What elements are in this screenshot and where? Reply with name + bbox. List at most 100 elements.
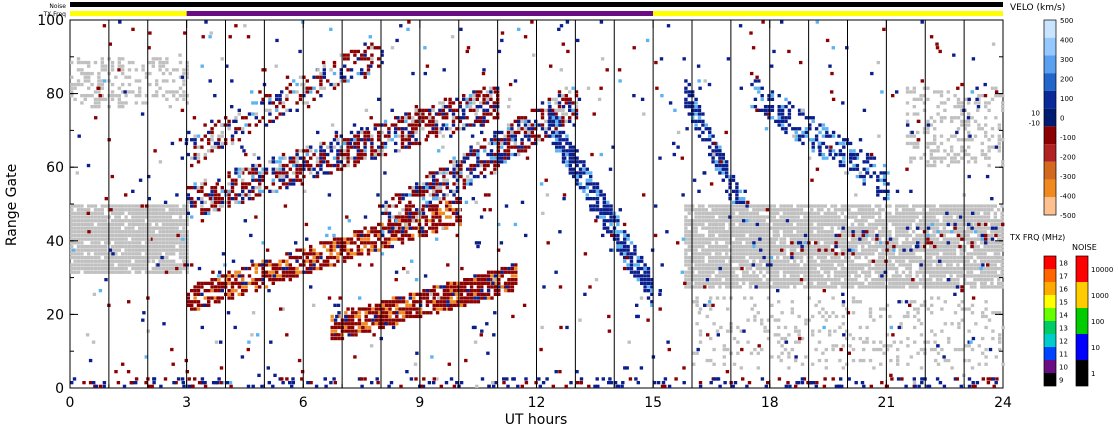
band-mid-mixed-cell	[517, 127, 521, 131]
ground-scatter-late-cell	[952, 248, 957, 252]
ground-scatter-late-cell	[759, 278, 763, 282]
ground-scatter-late-cell	[752, 252, 756, 256]
patch-red-low-cell	[344, 325, 348, 330]
patch-red-low-cell	[381, 300, 385, 304]
band-upper2-neg-cell	[366, 57, 371, 61]
ground-scatter-evening-cell	[960, 123, 964, 127]
ground-scatter-late-cell	[837, 226, 841, 230]
band-lower-neg-cell	[346, 237, 350, 241]
ground-scatter-late-cell	[762, 241, 766, 245]
band-lower-neg-cell	[383, 237, 388, 241]
ground-scatter-late-cell	[833, 204, 838, 208]
ground-scatter-late-cell	[731, 270, 736, 274]
ground-scatter-evening-cell	[990, 134, 995, 138]
patch-red-low-cell	[497, 274, 501, 278]
ground-scatter-early-cell	[117, 270, 121, 274]
ground-scatter-early-cell	[117, 241, 121, 245]
ground-scatter-late-cell	[966, 233, 970, 238]
ground-scatter-early-cell	[178, 248, 183, 252]
band-upper-neg-cell	[377, 123, 381, 127]
band-mid-mixed-cell	[472, 149, 477, 153]
ground-scatter-early-cell	[97, 255, 101, 260]
band-upper2-neg-cell	[312, 75, 316, 79]
ground-scatter-early-cell	[124, 244, 128, 249]
ground-scatter-late-cell	[691, 226, 695, 230]
band-mid-mixed-cell	[561, 97, 565, 101]
ground-scatter-top-early-cell	[100, 97, 104, 101]
ground-scatter-late-cell	[687, 285, 691, 289]
ground-scatter-early-cell	[185, 270, 189, 274]
ground-scatter-late-cell	[939, 281, 943, 285]
ground-scatter-late-low-cell	[906, 344, 910, 348]
patch-red-low-cell	[429, 289, 433, 293]
ground-scatter-top-early-cell	[148, 71, 152, 76]
ground-scatter-early-cell	[80, 255, 84, 260]
ground-scatter-early-cell	[121, 233, 125, 238]
band-lower-neg-cell	[312, 259, 316, 263]
band-mid-mixed-cell	[479, 163, 483, 168]
ground-scatter-late-cell	[755, 252, 759, 256]
ground-scatter-late-cell	[922, 270, 926, 274]
ground-scatter-late-cell	[956, 278, 960, 282]
ground-scatter-early-cell	[134, 230, 138, 234]
band-lower-neg-cell	[200, 292, 204, 296]
ground-scatter-late-cell	[949, 255, 953, 260]
patch-red-low-cell	[408, 296, 413, 300]
ground-scatter-late-cell	[687, 281, 691, 285]
ground-scatter-late-cell	[796, 263, 800, 267]
ground-scatter-late-low-cell	[712, 362, 716, 366]
ground-scatter-late-cell	[711, 230, 715, 234]
band-lower-neg-cell	[448, 215, 452, 219]
patch-red-low-cell	[497, 281, 501, 285]
ground-scatter-evening-cell	[929, 116, 933, 120]
patch-red-low-cell	[350, 325, 355, 330]
ground-scatter-early-cell	[138, 255, 142, 260]
ground-scatter-late-low-cell	[936, 362, 941, 366]
ground-scatter-late-cell	[912, 281, 916, 285]
ground-scatter-late-cell	[725, 278, 729, 282]
ground-scatter-late-low-cell	[824, 366, 828, 370]
ground-scatter-late-cell	[772, 281, 776, 285]
band-mid-mixed-cell	[510, 134, 514, 138]
ground-scatter-late-cell	[935, 241, 940, 245]
ground-scatter-late-cell	[701, 226, 705, 230]
ground-scatter-early-cell	[76, 233, 81, 238]
patch-red-low-cell	[435, 292, 440, 296]
ground-scatter-late-cell	[871, 278, 875, 282]
ground-scatter-early-cell	[110, 266, 115, 271]
band-upper2-neg-cell	[196, 156, 201, 160]
patch-red-low-cell	[476, 278, 481, 282]
ground-scatter-top-early-cell	[90, 105, 94, 109]
band-upper2-neg-cell	[244, 123, 248, 127]
band-lower-neg-cell	[312, 266, 316, 271]
ground-scatter-early-cell	[87, 248, 91, 252]
ground-scatter-top-early-cell	[161, 60, 166, 65]
band-upper-neg-cell	[349, 138, 354, 142]
ground-scatter-late-cell	[742, 215, 746, 219]
ground-scatter-late-cell	[687, 274, 691, 278]
ground-scatter-late-cell	[823, 241, 827, 245]
band-lower-neg-cell	[438, 215, 442, 219]
band-upper-neg-cell	[254, 193, 258, 197]
ground-scatter-late-low-cell	[872, 347, 876, 352]
ground-scatter-late-cell	[912, 230, 916, 234]
ground-scatter-late-cell	[895, 215, 899, 219]
band-lower-neg-cell	[298, 255, 303, 260]
ground-scatter-early-cell	[172, 219, 176, 223]
band-upper-neg-cell	[278, 163, 282, 168]
band-lower-neg-cell	[203, 289, 207, 293]
band-upper-neg-cell	[288, 160, 292, 164]
ground-scatter-late-cell	[864, 263, 868, 267]
ground-scatter-late-cell	[721, 230, 725, 234]
band-upper-neg-cell	[400, 138, 405, 142]
ground-scatter-late-cell	[874, 248, 878, 252]
ground-scatter-early-cell	[76, 259, 81, 263]
ground-scatter-late-cell	[687, 208, 691, 212]
ground-scatter-late-cell	[796, 266, 800, 271]
ground-scatter-late-cell	[932, 252, 936, 256]
band-upper2-neg-cell	[295, 101, 299, 105]
ground-scatter-early-cell	[83, 208, 87, 212]
ground-scatter-late-cell	[738, 219, 742, 223]
ground-scatter-late-cell	[816, 211, 821, 215]
ground-scatter-late-cell	[759, 222, 763, 227]
